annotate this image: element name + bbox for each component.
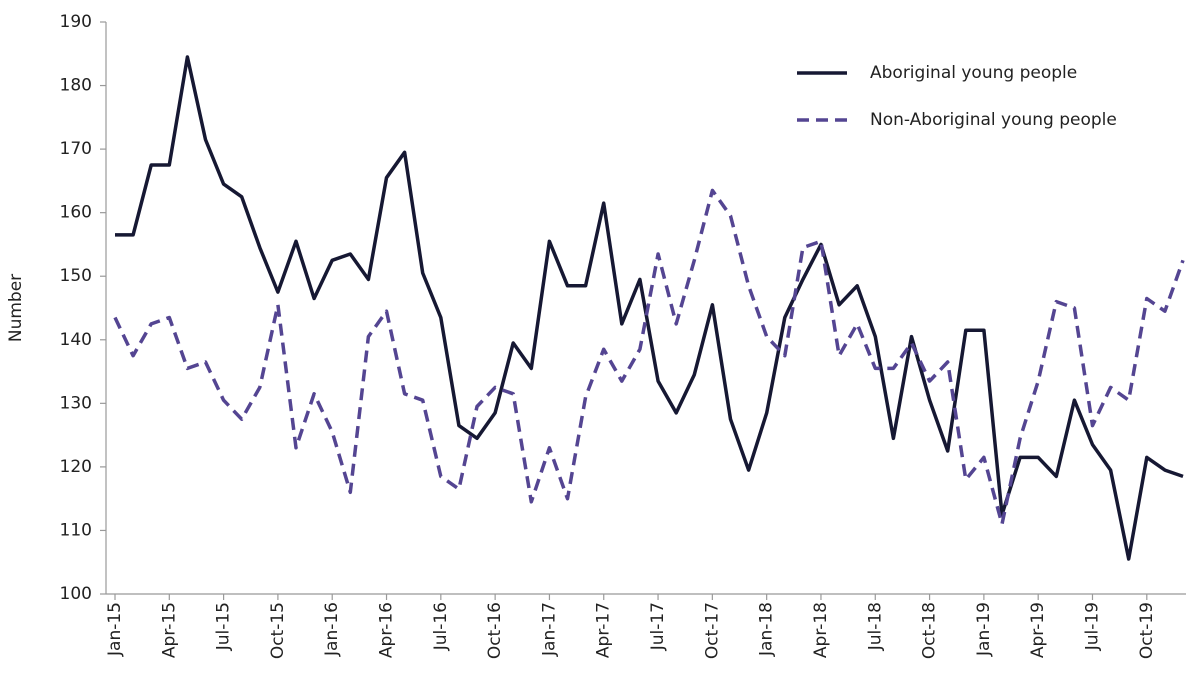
x-tick-label: Apr-19 [1028,602,1048,658]
x-tick-label: Jul-15 [214,602,234,651]
x-tick-label: Jan-17 [539,602,559,657]
series-line [113,188,1185,526]
x-tick-label: Oct-18 [920,602,940,659]
x-tick-label: Jan-15 [105,602,125,657]
x-tick-label: Oct-19 [1137,602,1157,659]
y-tick-label: 180 [60,76,92,96]
x-tick-label: Oct-16 [485,602,505,659]
x-tick-label: Jan-18 [757,602,777,657]
x-tick-label: Apr-15 [159,602,179,658]
x-tick-label: Oct-17 [702,602,722,659]
y-tick-label: 100 [60,584,92,604]
series-line [115,55,1184,561]
x-tick-label: Jul-16 [431,602,451,651]
x-tick-label: Apr-18 [811,602,831,658]
y-tick-label: 150 [60,266,92,286]
y-tick-label: 190 [60,12,92,32]
y-tick-label: 130 [60,393,92,413]
y-tick-label: 170 [60,139,92,159]
x-tick-label: Jul-19 [1082,602,1102,651]
x-tick-label: Jul-18 [865,602,885,651]
y-tick-label: 160 [60,203,92,223]
legend-label: Non-Aboriginal young people [870,110,1117,130]
x-tick-label: Jan-16 [322,602,342,657]
y-tick-label: 110 [60,520,92,540]
x-tick-label: Jan-19 [974,602,994,657]
x-tick-label: Jul-17 [648,602,668,651]
y-tick-label: 120 [60,457,92,477]
y-axis-label: Number [6,274,26,342]
x-tick-label: Apr-17 [594,602,614,658]
x-tick-label: Oct-15 [268,602,288,659]
y-tick-label: 140 [60,330,92,350]
legend-label: Aboriginal young people [870,63,1077,83]
x-tick-label: Apr-16 [377,602,397,658]
